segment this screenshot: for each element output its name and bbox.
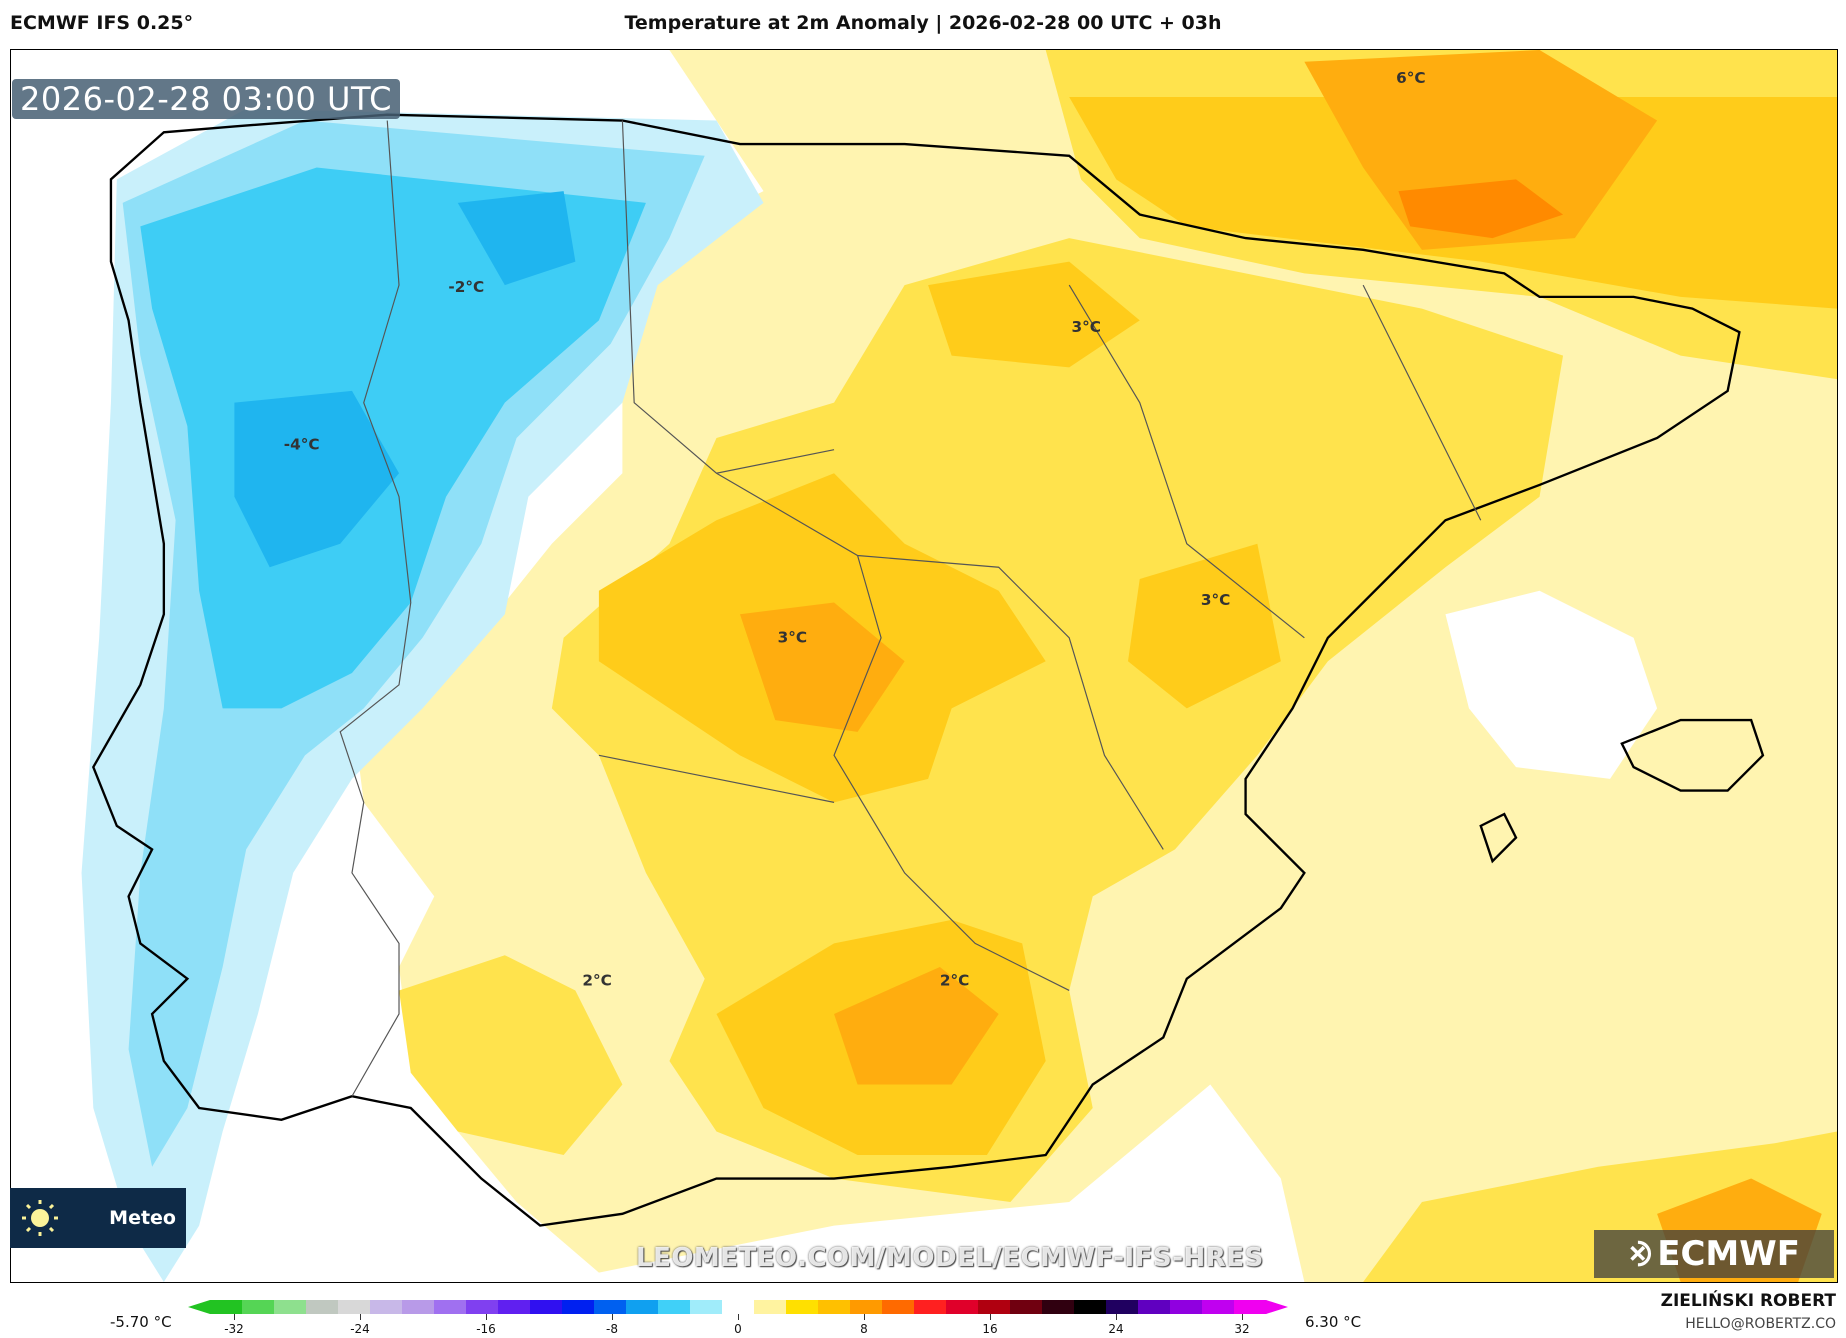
warm-mid-area <box>1127 543 1281 709</box>
colorbar-swatch <box>882 1300 915 1314</box>
chart-title: Temperature at 2m Anomaly | 2026-02-28 0… <box>624 12 1222 34</box>
warm-deep-area <box>739 602 905 732</box>
watermark-url: LEOMETEO.COM/MODEL/ECMWF-IFS-HRES <box>636 1243 1264 1273</box>
colorbar-tick-mark <box>234 1314 235 1320</box>
cold-deep-area <box>140 167 646 709</box>
contour-label: 3°C <box>778 628 807 646</box>
colorbar-swatch <box>242 1300 275 1314</box>
colorbar-tick-label: -16 <box>476 1322 496 1336</box>
border-lines <box>339 120 1482 1097</box>
colorbar-tick-mark <box>1242 1314 1243 1320</box>
coastline <box>92 113 1741 1227</box>
colorbar-swatch <box>946 1300 979 1314</box>
ecmwf-logo-icon: ⨵ <box>1627 1234 1652 1274</box>
colorbar-swatch <box>818 1300 851 1314</box>
ibiza-island <box>1479 812 1518 864</box>
colorbar-tick-label: 8 <box>860 1322 868 1336</box>
colorbar-swatch <box>1106 1300 1139 1314</box>
colorbar-tick-label: -8 <box>606 1322 618 1336</box>
colorbar-swatch <box>1010 1300 1043 1314</box>
colorbar-tick-mark <box>990 1314 991 1320</box>
colorbar-swatch <box>914 1300 947 1314</box>
anomaly-map: 6°C -2°C 3°C -4°C 3°C 3°C 2°C 2°C <box>11 50 1837 1282</box>
colorbar-tick-label: 32 <box>1234 1322 1250 1336</box>
colorbar-swatch <box>210 1300 243 1314</box>
colorbar-swatch <box>626 1300 659 1314</box>
warm-mid-area <box>928 261 1140 368</box>
colorbar-swatch <box>658 1300 691 1314</box>
contour-label: 3°C <box>1072 318 1101 336</box>
colorbar <box>188 1300 1288 1314</box>
colorbar-swatch <box>722 1300 755 1314</box>
map-frame: 6°C -2°C 3°C -4°C 3°C 3°C 2°C 2°C <box>10 49 1838 1283</box>
ecmwf-logo-text: ECMWF <box>1657 1234 1800 1274</box>
contour-label: -2°C <box>448 278 484 296</box>
contour-label: -4°C <box>284 436 320 454</box>
colorbar-tick-mark <box>1116 1314 1117 1320</box>
colorbar-swatch <box>1138 1300 1171 1314</box>
colorbar-tick-label: -32 <box>224 1322 244 1336</box>
colorbar-swatch <box>274 1300 307 1314</box>
colorbar-tick-mark <box>486 1314 487 1320</box>
colorbar-min-label: -5.70 °C <box>110 1313 172 1331</box>
brand-text: Meteo <box>109 1207 176 1229</box>
warm-deep-area <box>834 966 999 1085</box>
author-name: ZIELIŃSKI ROBERT <box>1660 1291 1836 1311</box>
colorbar-tick-label: 0 <box>734 1322 742 1336</box>
colorbar-swatch <box>402 1300 435 1314</box>
colorbar-max-arrow <box>1266 1300 1288 1314</box>
colorbar-swatch <box>1074 1300 1107 1314</box>
colorbar-tick-label: -24 <box>350 1322 370 1336</box>
colorbar-swatch <box>306 1300 339 1314</box>
valid-time-stamp: 2026-02-28 03:00 UTC <box>12 79 400 119</box>
contour-label: 2°C <box>582 972 611 990</box>
colorbar-swatch <box>1042 1300 1075 1314</box>
colorbar-swatch <box>1202 1300 1235 1314</box>
warm-core-area <box>1398 179 1564 239</box>
colorbar-swatch <box>978 1300 1011 1314</box>
colorbar-swatch <box>370 1300 403 1314</box>
colorbar-swatch <box>850 1300 883 1314</box>
colorbar-swatch <box>562 1300 595 1314</box>
colorbar-swatch <box>466 1300 499 1314</box>
colorbar-tick-mark <box>864 1314 865 1320</box>
brand-box[interactable]: Meteo <box>10 1188 186 1248</box>
colorbar-swatch <box>1234 1300 1267 1314</box>
colorbar-swatch <box>690 1300 723 1314</box>
colorbar-swatch <box>754 1300 787 1314</box>
colorbar-min-arrow <box>188 1300 210 1314</box>
colorbar-max-label: 6.30 °C <box>1305 1313 1362 1331</box>
colorbar-tick-mark <box>738 1314 739 1320</box>
warm-area <box>551 238 1564 1203</box>
warm-deep-area <box>1304 50 1658 250</box>
mallorca-island <box>1620 718 1765 792</box>
model-label: ECMWF IFS 0.25° <box>10 12 194 34</box>
cold-core-area <box>457 191 576 286</box>
sun-icon <box>22 1200 58 1236</box>
ecmwf-logo: ⨵ ECMWF <box>1594 1230 1834 1278</box>
colorbar-swatch <box>434 1300 467 1314</box>
contour-label: 6°C <box>1396 69 1425 87</box>
contour-label: 3°C <box>1201 591 1230 609</box>
colorbar-swatch <box>530 1300 563 1314</box>
colorbar-tick-mark <box>612 1314 613 1320</box>
colorbar-swatch <box>1170 1300 1203 1314</box>
colorbar-tick-label: 24 <box>1108 1322 1124 1336</box>
cold-core-area <box>234 390 400 568</box>
colorbar-swatch <box>338 1300 371 1314</box>
warm-south-area <box>399 955 623 1156</box>
colorbar-swatch <box>786 1300 819 1314</box>
contour-label: 2°C <box>940 972 969 990</box>
author-email: HELLO@ROBERTZ.CO <box>1685 1316 1836 1332</box>
sea-gap <box>1445 590 1658 779</box>
colorbar-swatch <box>594 1300 627 1314</box>
colorbar-tick-mark <box>360 1314 361 1320</box>
colorbar-tick-label: 16 <box>982 1322 998 1336</box>
colorbar-swatch <box>498 1300 531 1314</box>
